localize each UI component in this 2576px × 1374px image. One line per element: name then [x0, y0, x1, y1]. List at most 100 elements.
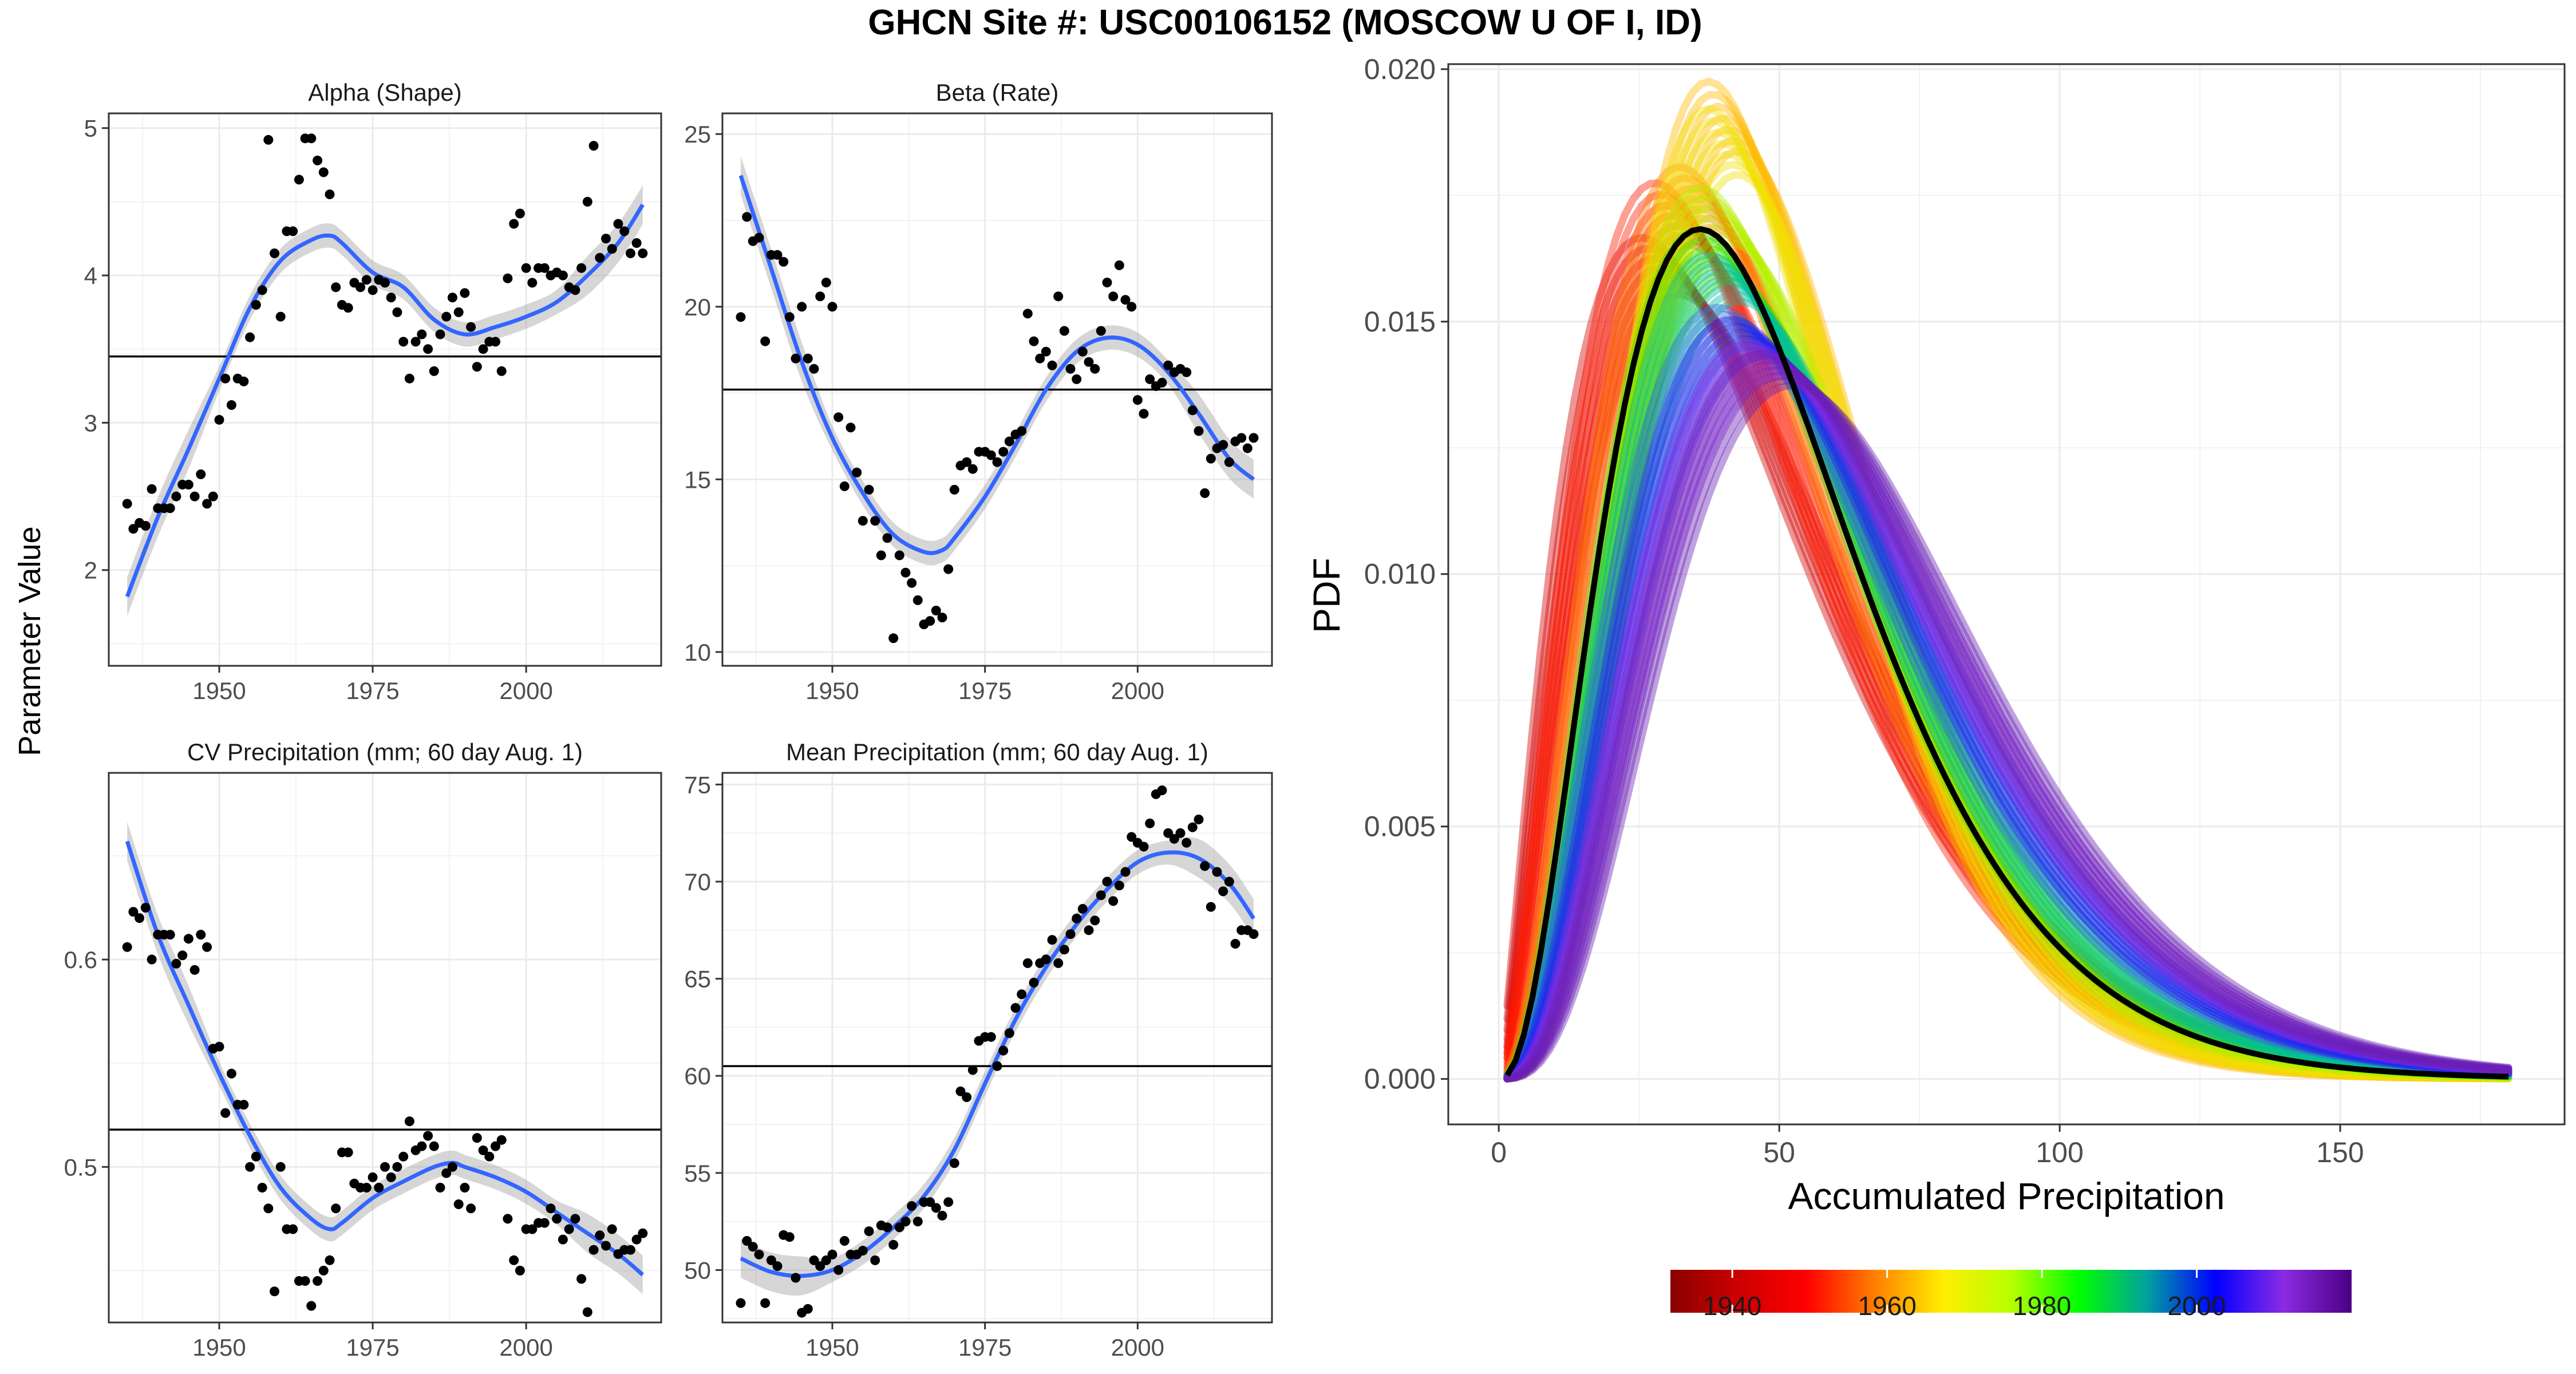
data-point	[1114, 260, 1124, 270]
data-point	[1090, 364, 1100, 374]
data-point	[435, 1183, 445, 1193]
data-point	[355, 282, 366, 293]
x-tick-label: 2000	[499, 1334, 552, 1361]
data-point	[460, 288, 470, 298]
data-point	[912, 595, 923, 605]
data-point	[760, 336, 771, 346]
data-point	[429, 1141, 439, 1151]
data-point	[122, 942, 132, 952]
data-point	[1242, 443, 1253, 453]
x-tick-label: 2000	[1111, 1334, 1164, 1361]
data-point	[313, 1276, 323, 1286]
confidence-band	[741, 156, 1254, 566]
panel-border	[108, 772, 662, 1324]
data-point	[1041, 346, 1051, 357]
data-point	[852, 467, 862, 477]
data-point	[631, 238, 642, 248]
data-point	[1212, 867, 1222, 877]
data-point	[1187, 405, 1198, 416]
colorbar-tick-label: 1960	[1858, 1291, 1916, 1321]
figure-title: GHCN Site #: USC00106152 (MOSCOW U OF I,…	[868, 3, 1702, 42]
data-point	[888, 633, 899, 643]
data-point	[552, 1214, 562, 1224]
data-point	[368, 285, 378, 295]
data-point	[631, 1234, 642, 1245]
panel-title: Alpha (Shape)	[308, 79, 462, 106]
data-point	[576, 263, 587, 273]
data-point	[1108, 896, 1119, 906]
data-point	[1157, 377, 1167, 388]
pdf-curve-2010	[1503, 339, 2512, 1082]
data-point	[809, 1255, 819, 1265]
data-point	[998, 1045, 1009, 1056]
data-point	[380, 1162, 390, 1172]
panel-border	[108, 112, 662, 667]
data-point	[202, 942, 212, 952]
data-point	[386, 293, 396, 303]
data-point	[1065, 364, 1076, 374]
data-point	[601, 1241, 611, 1251]
data-point	[331, 1203, 341, 1214]
data-point	[992, 457, 1002, 467]
data-point	[1132, 395, 1143, 405]
x-tick-label: 1950	[805, 677, 859, 704]
pdf-curve-2018	[1503, 366, 2512, 1083]
data-point	[423, 1131, 433, 1141]
data-point	[263, 135, 274, 145]
data-point	[949, 484, 959, 495]
data-point	[858, 1246, 868, 1255]
data-point	[839, 1236, 850, 1246]
data-point	[558, 270, 568, 281]
panel-4: Mean Precipitation (mm; 60 day Aug. 1) 19…	[684, 739, 1273, 1361]
data-point	[992, 1061, 1002, 1071]
panel-background	[722, 773, 1272, 1322]
pdf-curve-1938	[1503, 264, 2512, 1078]
data-point	[582, 196, 592, 207]
data-point	[888, 1239, 899, 1250]
pdf-curve-1938	[1503, 234, 2512, 1079]
panel-background	[109, 113, 661, 666]
x-tick-label: 100	[2036, 1136, 2083, 1168]
data-point	[1102, 278, 1112, 287]
x-tick-label: 2000	[1111, 677, 1164, 704]
x-tick-label: 1950	[192, 677, 246, 704]
y-tick-label: 60	[684, 1063, 711, 1089]
pdf-curve-1988	[1503, 267, 2512, 1081]
y-tick-label: 0.020	[1364, 53, 1436, 85]
data-point	[1230, 939, 1240, 949]
data-point	[784, 312, 795, 322]
data-point	[140, 521, 151, 531]
pdf-curve-1955	[1503, 173, 2512, 1081]
pdf-curve-2002	[1503, 347, 2512, 1083]
data-point	[1053, 291, 1064, 302]
data-point	[925, 1197, 935, 1207]
data-point	[748, 1242, 758, 1252]
data-point	[955, 1086, 966, 1096]
loess-smooth-line	[125, 840, 645, 1277]
data-point	[870, 1255, 880, 1265]
data-point	[294, 175, 304, 185]
data-point	[601, 234, 611, 244]
data-point	[441, 1168, 452, 1178]
y-tick-label: 0.6	[64, 946, 97, 973]
data-point	[907, 1201, 917, 1211]
data-point	[827, 1249, 837, 1260]
data-point	[833, 1265, 844, 1275]
data-point	[257, 1183, 267, 1193]
data-point	[1047, 360, 1057, 370]
data-point	[760, 1298, 771, 1308]
data-point	[496, 1135, 507, 1145]
data-point	[466, 322, 476, 332]
pdf-curve-1995	[1503, 317, 2512, 1081]
data-point	[943, 1197, 954, 1207]
x-tick-label: 1950	[805, 1334, 859, 1361]
data-point	[815, 291, 825, 302]
data-point	[1041, 954, 1051, 965]
colorbar-tick-label: 2000	[2167, 1291, 2226, 1321]
data-point	[484, 1151, 495, 1162]
pdf-curve-1995	[1503, 343, 2512, 1082]
data-point	[1096, 890, 1106, 901]
pdf-curve-2018	[1503, 372, 2512, 1083]
data-point	[496, 366, 507, 376]
data-point	[1072, 374, 1082, 384]
